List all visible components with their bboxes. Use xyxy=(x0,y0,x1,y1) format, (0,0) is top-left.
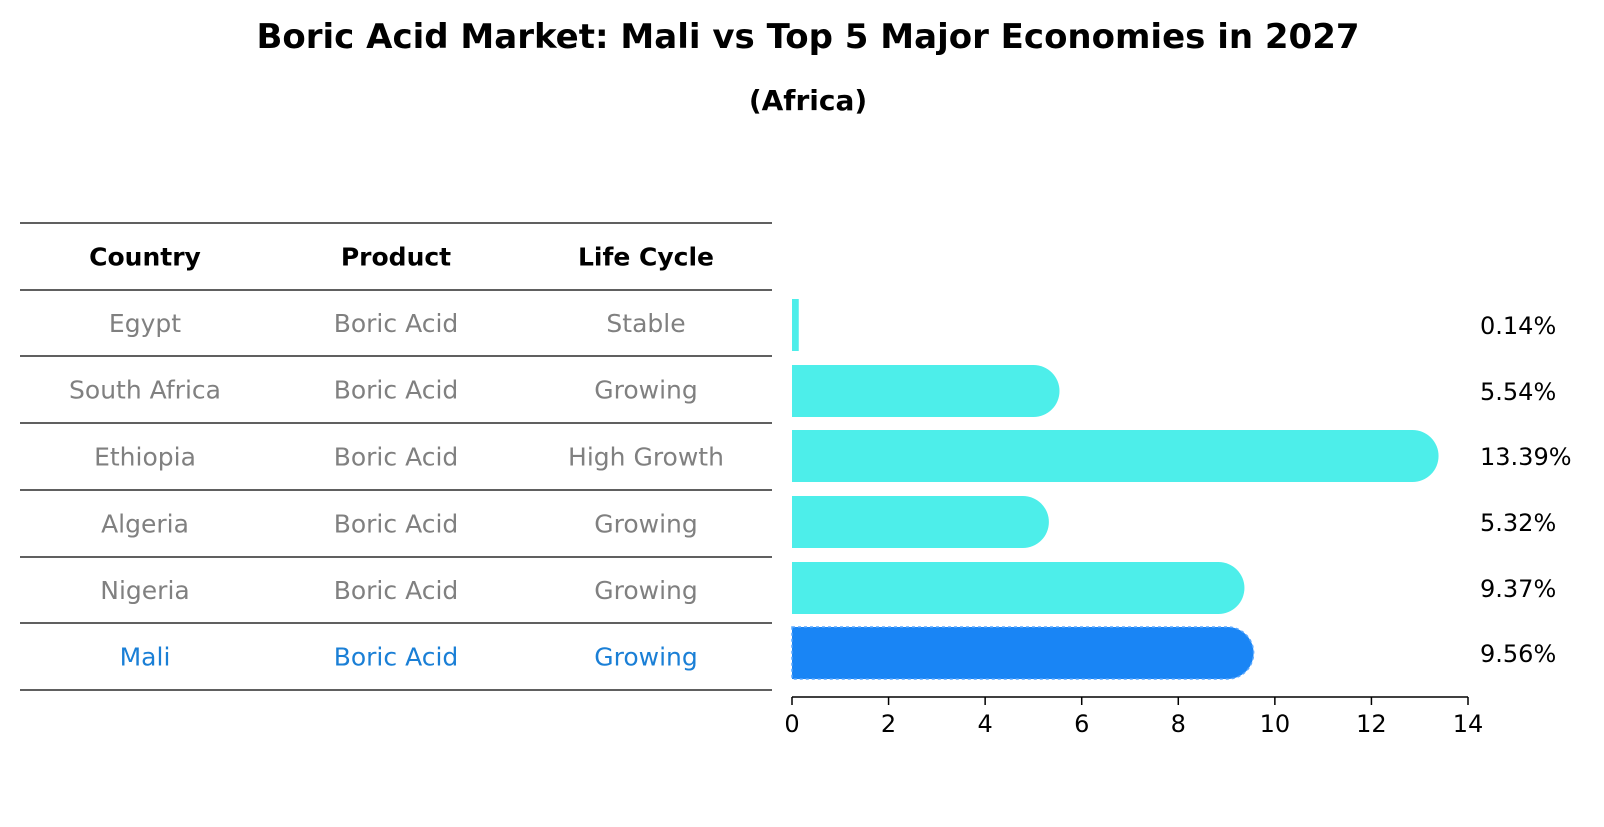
x-tick-label-1: 2 xyxy=(881,710,896,738)
x-tick-label-4: 8 xyxy=(1171,710,1186,738)
x-tick-label-7: 14 xyxy=(1453,710,1484,738)
table-cell-r5-c0: Mali xyxy=(120,643,171,672)
table-cell-r0-c1: Boric Acid xyxy=(334,309,459,338)
table-cell-r0-c0: Egypt xyxy=(109,309,181,338)
value-label-mali: 9.56% xyxy=(1480,640,1556,668)
table-cell-r4-c1: Boric Acid xyxy=(334,576,459,605)
x-tick-label-0: 0 xyxy=(784,710,799,738)
bar-algeria xyxy=(792,496,1049,548)
bar-nigeria xyxy=(792,562,1245,614)
table-cell-r5-c2: Growing xyxy=(594,643,698,672)
x-tick-label-2: 4 xyxy=(978,710,993,738)
table-cell-r1-c0: South Africa xyxy=(69,376,221,405)
x-tick-label-5: 10 xyxy=(1260,710,1291,738)
x-tick-label-3: 6 xyxy=(1074,710,1089,738)
bar-ethiopia xyxy=(792,430,1439,482)
table-cell-r2-c2: High Growth xyxy=(568,443,724,472)
table-cell-r4-c0: Nigeria xyxy=(100,576,189,605)
bars: 0.14% 5.54% 13.39% 5.32% 9.37% 9.56% xyxy=(791,299,1572,680)
table: Country Product Life Cycle Egypt Boric Acid S… xyxy=(20,222,772,691)
bar-egypt xyxy=(792,299,799,351)
table-header-1: Product xyxy=(341,243,451,272)
table-cell-r0-c2: Stable xyxy=(606,309,685,338)
table-cell-r2-c0: Ethiopia xyxy=(94,443,196,472)
table-cell-r1-c2: Growing xyxy=(594,376,698,405)
bar-mali xyxy=(791,626,1255,680)
table-cell-r3-c0: Algeria xyxy=(101,510,189,539)
table-cell-r1-c1: Boric Acid xyxy=(334,376,459,405)
chart-title: Boric Acid Market: Mali vs Top 5 Major E… xyxy=(256,17,1359,57)
table-header-0: Country xyxy=(89,243,201,272)
x-tick-label-6: 12 xyxy=(1356,710,1387,738)
table-cell-r5-c1: Boric Acid xyxy=(334,643,459,672)
value-label-algeria: 5.32% xyxy=(1480,509,1556,537)
value-label-south-africa: 5.54% xyxy=(1480,378,1556,406)
bar-south-africa xyxy=(792,365,1060,417)
value-label-ethiopia: 13.39% xyxy=(1480,443,1572,471)
chart-subtitle: (Africa) xyxy=(749,84,867,117)
table-cell-r4-c2: Growing xyxy=(594,576,698,605)
value-label-nigeria: 9.37% xyxy=(1480,575,1556,603)
x-axis: 0 2 4 6 8 10 12 14 xyxy=(784,696,1484,738)
table-cell-r3-c2: Growing xyxy=(594,510,698,539)
table-cell-r3-c1: Boric Acid xyxy=(334,510,459,539)
table-header-2: Life Cycle xyxy=(578,243,714,272)
table-cell-r2-c1: Boric Acid xyxy=(334,443,459,472)
value-label-egypt: 0.14% xyxy=(1480,312,1556,340)
